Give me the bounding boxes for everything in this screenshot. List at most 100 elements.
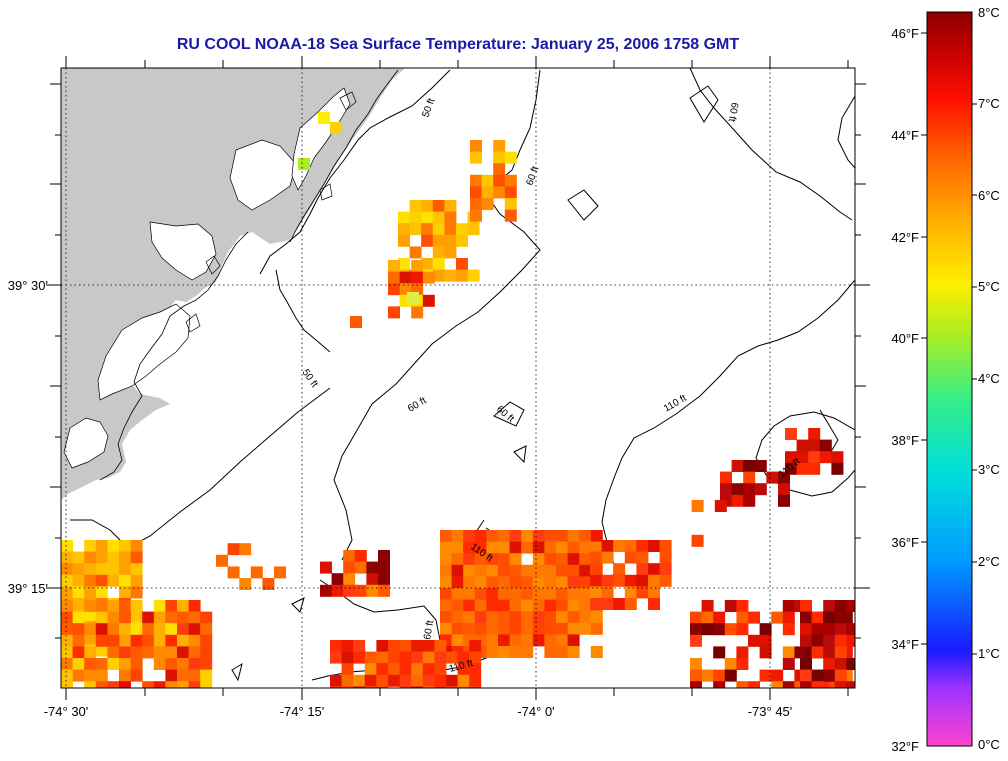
sst-pixel <box>107 574 120 587</box>
sst-pixel <box>432 269 445 282</box>
sst-pixel <box>61 646 73 659</box>
sst-pixel <box>456 269 468 282</box>
sst-pixel <box>659 551 672 564</box>
sst-pixel <box>451 634 464 647</box>
sst-pixel <box>736 623 749 636</box>
sst-pixel <box>457 686 470 688</box>
sst-pixel <box>544 622 557 635</box>
sst-pixel <box>153 646 166 659</box>
sst-pixel <box>748 681 760 688</box>
sst-pixel <box>456 234 468 247</box>
sst-pixel <box>446 674 458 687</box>
sst-pixel <box>153 681 166 688</box>
sst-pixel <box>811 646 824 659</box>
sst-pixel <box>590 563 602 576</box>
sst-pixel <box>95 563 108 576</box>
sst-pixel <box>800 611 812 624</box>
sst-pixel <box>521 576 534 589</box>
sst-pixel <box>601 586 614 599</box>
sst-pixel <box>743 494 756 507</box>
sst-pixel <box>451 599 464 612</box>
sst-pixel <box>834 600 847 612</box>
sst-pixel <box>84 658 97 670</box>
bay-water <box>229 139 297 211</box>
sst-pixel <box>177 634 189 647</box>
sst-pixel <box>532 576 545 589</box>
sst-pixel <box>736 611 749 624</box>
sst-pixel <box>298 158 310 170</box>
sst-pixel <box>771 669 784 682</box>
sst-pixel <box>701 623 714 636</box>
sst-pixel <box>61 574 73 587</box>
colorbar-c-label: 4°C <box>978 371 1000 386</box>
sst-pixel <box>759 669 772 682</box>
sst-pixel <box>330 640 342 652</box>
sst-pixel <box>509 576 522 589</box>
sst-pixel <box>579 564 592 577</box>
sst-pixel <box>470 151 482 164</box>
sst-pixel <box>823 634 836 647</box>
sst-pixel <box>188 623 201 636</box>
sst-pixel <box>498 576 510 589</box>
sst-pixel <box>84 563 97 576</box>
sst-pixel <box>84 623 97 636</box>
sst-pixel <box>532 553 545 566</box>
sst-pixel <box>521 564 534 577</box>
sst-pixel <box>353 686 366 688</box>
sst-pixel <box>130 634 143 647</box>
sst-pixel <box>95 681 108 688</box>
sst-pixel <box>469 686 482 688</box>
sst-pixel <box>690 681 702 688</box>
sst-pixel <box>451 530 464 542</box>
sst-pixel <box>411 651 424 664</box>
sst-pixel <box>177 669 189 682</box>
sst-pixel <box>556 634 568 647</box>
sst-pixel <box>451 553 464 566</box>
sst-pixel <box>388 306 400 319</box>
sst-pixel <box>800 623 812 636</box>
sst-pixel <box>399 674 412 687</box>
sst-pixel <box>579 622 592 635</box>
sst-pixel <box>376 663 389 676</box>
sst-pixel <box>376 686 389 688</box>
sst-pixel <box>107 611 120 624</box>
sst-pixel <box>846 623 855 636</box>
sst-pixel <box>521 541 534 554</box>
sst-pixel <box>421 234 434 247</box>
sst-pixel <box>330 122 342 134</box>
sst-pixel <box>409 246 422 259</box>
sst-pixel <box>411 663 424 676</box>
sst-pixel <box>532 588 545 600</box>
sst-pixel <box>451 564 464 577</box>
sst-pixel <box>532 541 545 554</box>
sst-pixel <box>834 611 847 624</box>
sst-pixel <box>200 681 213 688</box>
contour-label: 50 ft <box>420 97 437 119</box>
sst-pixel <box>130 551 143 564</box>
sst-pixel <box>130 600 143 612</box>
sst-pixel <box>504 198 517 210</box>
sst-pixel <box>200 658 213 670</box>
sst-pixel <box>659 574 672 587</box>
sst-pixel <box>556 588 568 600</box>
sst-pixel <box>636 586 649 599</box>
sst-pixel <box>794 646 807 659</box>
sst-pixel <box>532 634 545 647</box>
sst-pixel <box>399 271 412 284</box>
sst-pixel <box>165 634 178 647</box>
sst-pixel <box>432 200 445 212</box>
sst-pixel <box>84 600 97 612</box>
lon-label: -74° 15' <box>280 704 325 719</box>
barrier-islands <box>99 231 249 481</box>
sst-pixel <box>834 623 847 636</box>
sst-pixel <box>567 634 580 647</box>
sst-pixel <box>544 588 557 600</box>
sst-pixel <box>72 586 85 599</box>
sst-pixel <box>130 574 143 587</box>
sst-pixel <box>690 623 702 636</box>
sst-pixel <box>107 551 120 564</box>
sst-pixel <box>444 211 457 224</box>
sst-pixel <box>84 669 97 682</box>
sst-pixel <box>846 634 855 647</box>
sst-pixel <box>556 541 568 554</box>
